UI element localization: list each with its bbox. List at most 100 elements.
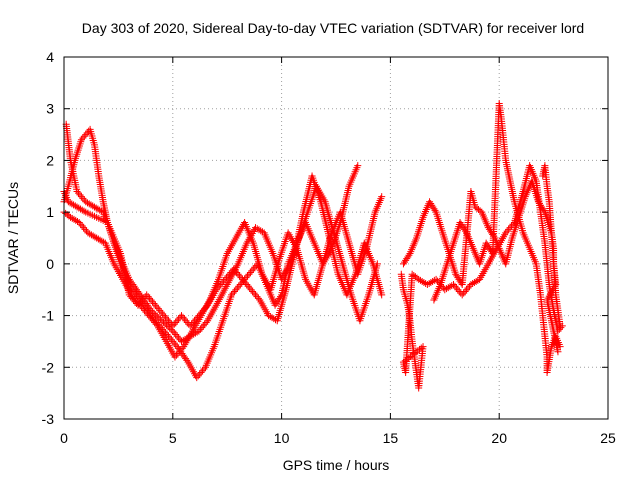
data-point [417,344,425,352]
data-point [172,318,180,326]
data-point [458,291,466,299]
x-tick-label: 25 [600,430,616,446]
data-point [75,218,83,226]
data-point [218,279,226,287]
data-point [195,327,203,335]
data-point [170,320,178,328]
data-point [197,368,205,376]
data-point [146,313,154,321]
data-point [230,265,238,273]
data-point [150,300,158,308]
data-point [147,296,155,304]
y-tick-label: 4 [46,49,54,65]
data-point [454,286,462,294]
data-point [461,287,469,295]
data-point [164,317,172,325]
data-point [154,305,162,313]
data-point [173,332,181,340]
data-point [451,282,459,290]
y-tick-label: -1 [42,308,55,324]
data-point [175,334,183,342]
data-point [77,193,85,201]
y-tick-label: -2 [42,359,55,375]
data-point [143,310,151,318]
data-point [236,272,244,280]
data-point [135,300,143,308]
data-point [160,312,168,320]
y-axis-label: SDTVAR / TECUs [5,182,21,294]
data-point [193,374,201,382]
data-point [249,265,257,273]
data-point [179,313,187,321]
data-point [222,274,230,282]
x-tick-label: 5 [169,430,177,446]
chart-title: Day 303 of 2020, Sidereal Day-to-day VTE… [82,20,584,36]
data-point [175,348,183,356]
data-point [401,357,409,365]
data-point [556,322,564,330]
y-tick-label: -3 [42,411,55,427]
plot-frame [63,56,609,420]
data-point [182,317,190,325]
data-point [238,275,246,283]
x-tick-label: 20 [491,430,507,446]
data-point [221,275,229,283]
data-point [151,318,159,326]
data-point [172,331,180,339]
data-point [244,272,252,280]
data-point [159,310,167,318]
data-point [75,189,83,197]
data-point [232,286,240,294]
y-axis-ticks: -3 -2 -1 0 1 2 3 4 [42,49,608,427]
data-point [81,225,89,233]
data-point [378,291,386,299]
data-point [557,324,565,332]
data-point [540,206,548,214]
data-point [169,322,177,330]
data-point [162,313,170,321]
data-point [251,291,259,299]
data-point [202,318,210,326]
data-point [133,298,141,306]
data-point [415,345,423,353]
data-point [235,282,243,290]
data-point [434,277,442,285]
data-point [156,306,164,314]
data-point [143,291,151,299]
data-point [233,284,241,292]
data-point [177,346,185,354]
data-point [174,349,182,357]
data-point [414,347,422,355]
data-point [419,343,427,351]
data-point [83,129,91,137]
data-point [170,329,178,337]
data-point [254,294,262,302]
data-point [167,336,175,344]
data-markers [60,100,566,392]
data-point [186,322,194,330]
data-point [73,187,81,195]
data-point [201,320,209,328]
data-point [354,162,362,170]
data-point [241,279,249,287]
data-point [249,287,257,295]
data-point [243,281,251,289]
data-point [159,318,167,326]
data-point [129,293,137,301]
data-point [231,267,239,275]
data-point [149,317,157,325]
x-tick-label: 10 [274,430,290,446]
data-point [136,301,144,309]
data-point [169,337,177,345]
data-point [155,314,163,322]
data-point [76,191,84,199]
data-point [461,227,469,235]
data-point [163,331,171,339]
data-point [412,348,420,356]
data-point [172,351,180,359]
data-point [405,251,413,259]
data-point [78,222,86,230]
data-point [407,352,415,360]
x-axis-label: GPS time / hours [283,457,390,473]
